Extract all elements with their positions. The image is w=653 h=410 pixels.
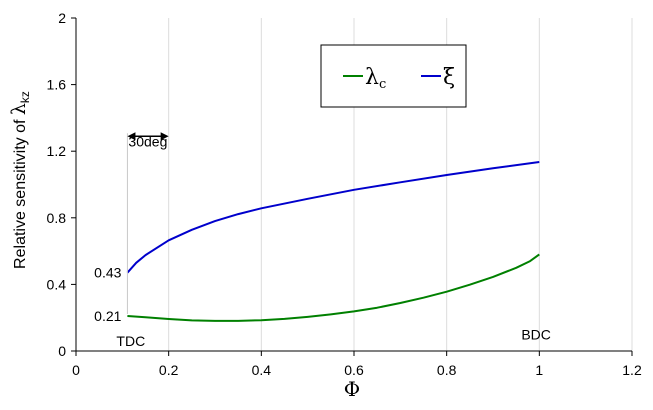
annotation-label: BDC [521,326,551,342]
arrow-head-right [160,132,169,141]
y-axis-label-subscript: kz [18,91,32,103]
annotation-label: TDC [116,333,145,349]
annotations: 0.43 0.21 TDC BDC 30deg [94,134,551,349]
annotation-label: 0.21 [94,308,121,324]
arrow-head-left [127,132,136,141]
y-tick-labels: 0 0.4 0.8 1.2 1.6 2 [47,10,67,359]
series-line-1 [126,161,540,274]
y-tick-label: 0.4 [47,276,67,292]
y-tick-label: 2 [58,10,66,26]
legend-label-0: λ [365,65,379,90]
x-tick-label: 0.8 [437,362,457,378]
x-tick-label: 0.2 [159,362,179,378]
y-tick-label: 1.2 [47,143,67,159]
series-line-0 [127,253,540,322]
annotation-label: 0.43 [94,265,121,281]
x-axis-label: Φ [344,377,360,401]
x-tick-label: 1 [535,362,543,378]
x-tick-label: 0.6 [344,362,364,378]
angle-arrow [126,132,169,315]
x-tick-labels: 0 0.2 0.4 0.6 0.8 1 1.2 [72,362,642,378]
x-tick-label: 1.2 [622,362,642,378]
y-tick-label: 0 [58,343,66,359]
legend-subscript-0: c [379,77,386,92]
series-lines [126,161,540,322]
x-tick-label: 0.4 [252,362,272,378]
legend-label-1: ξ [443,65,455,90]
y-tick-label: 0.8 [47,210,67,226]
annotation-label: 30deg [128,134,167,150]
y-axis-label-symbol: λ [8,103,30,115]
y-tick-label: 1.6 [47,77,67,93]
y-axis-label-prefix: Relative sensitivity of [12,115,29,269]
x-tick-label: 0 [72,362,80,378]
y-axis-label: Relative sensitivity of λkz [8,91,32,269]
axes [71,17,633,356]
